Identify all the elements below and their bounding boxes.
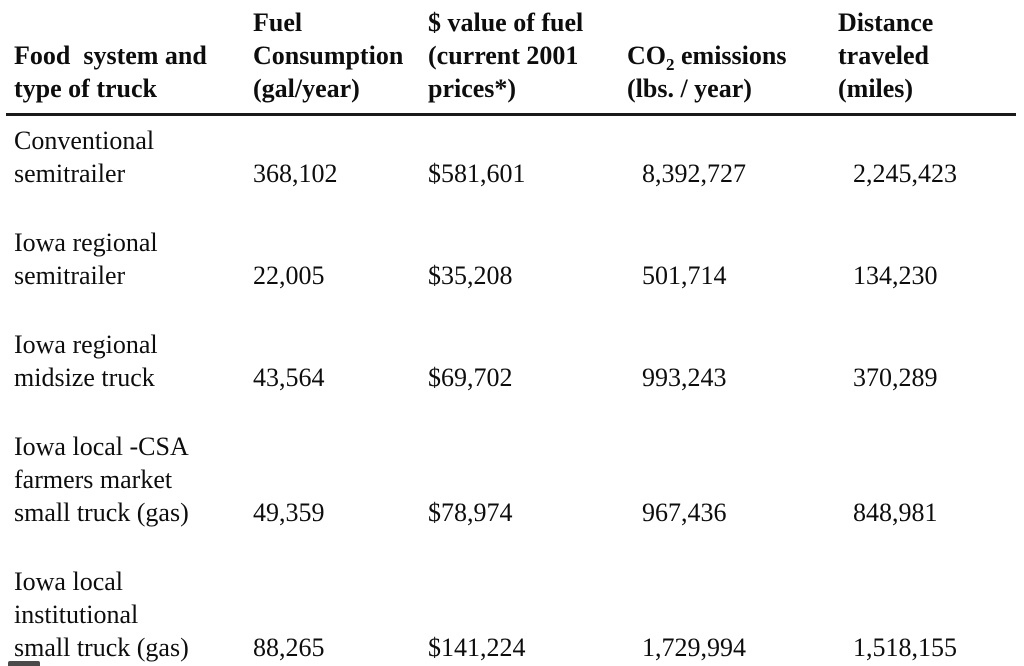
co2-subscript: 2 xyxy=(666,55,675,74)
co2-suffix: emissions xyxy=(674,41,787,70)
col-header-fuel-consumption: Fuel Consumption (gal/year) xyxy=(253,0,428,116)
row-label: Conventional semitrailer xyxy=(14,126,155,188)
table-row-iowa-local-institutional-small-truck: Iowa local institutional small truck (ga… xyxy=(6,529,1016,664)
distance-miles-value: 1,518,155 xyxy=(853,633,957,662)
distance-miles-value: 848,981 xyxy=(853,498,938,527)
col-header-co2-emissions: CO2 emissions (lbs. / year) xyxy=(627,0,838,116)
col-header-fuel-value: $ value of fuel (current 2001 prices*) xyxy=(428,0,627,116)
fuel-dollar-value: $35,208 xyxy=(428,261,513,290)
table-row-iowa-local-csa-small-truck: Iowa local -CSA farmers market small tru… xyxy=(6,394,1016,529)
row-label: Iowa local -CSA farmers market small tru… xyxy=(14,432,189,527)
freight-comparison-table: Food system and type of truck Fuel Consu… xyxy=(6,0,1016,664)
table-row-conventional-semitrailer: Conventional semitrailer 368,102 $581,60… xyxy=(6,115,1016,191)
co2-lbs-value: 501,714 xyxy=(642,261,727,290)
co2-prefix: CO xyxy=(627,41,666,70)
fuel-gal-value: 368,102 xyxy=(253,159,338,188)
co2-lbs-value: 993,243 xyxy=(642,363,727,392)
fuel-dollar-value: $141,224 xyxy=(428,633,526,662)
fuel-gal-value: 22,005 xyxy=(253,261,325,290)
co2-lbs-value: 1,729,994 xyxy=(642,633,746,662)
co2-lbs-value: 8,392,727 xyxy=(642,159,746,188)
fuel-gal-value: 88,265 xyxy=(253,633,325,662)
row-label: Iowa regional semitrailer xyxy=(14,228,158,290)
col-header-food-system-and-type-of-truck: Food system and type of truck xyxy=(6,0,253,116)
header-row: Food system and type of truck Fuel Consu… xyxy=(6,0,1016,116)
distance-miles-value: 2,245,423 xyxy=(853,159,957,188)
row-label: Iowa local institutional small truck (ga… xyxy=(14,567,189,662)
co2-lbs-value: 967,436 xyxy=(642,498,727,527)
fuel-dollar-value: $69,702 xyxy=(428,363,513,392)
distance-miles-value: 370,289 xyxy=(853,363,938,392)
col-header-distance-traveled: Distance traveled (miles) xyxy=(838,0,1016,116)
row-label: Iowa regional midsize truck xyxy=(14,330,158,392)
co2-units: (lbs. / year) xyxy=(627,74,752,103)
bottom-edge-artifact xyxy=(8,661,40,666)
fuel-dollar-value: $581,601 xyxy=(428,159,526,188)
fuel-dollar-value: $78,974 xyxy=(428,498,513,527)
table-row-iowa-regional-midsize-truck: Iowa regional midsize truck 43,564 $69,7… xyxy=(6,292,1016,394)
fuel-gal-value: 43,564 xyxy=(253,363,325,392)
fuel-gal-value: 49,359 xyxy=(253,498,325,527)
table-row-iowa-regional-semitrailer: Iowa regional semitrailer 22,005 $35,208… xyxy=(6,190,1016,292)
distance-miles-value: 134,230 xyxy=(853,261,938,290)
